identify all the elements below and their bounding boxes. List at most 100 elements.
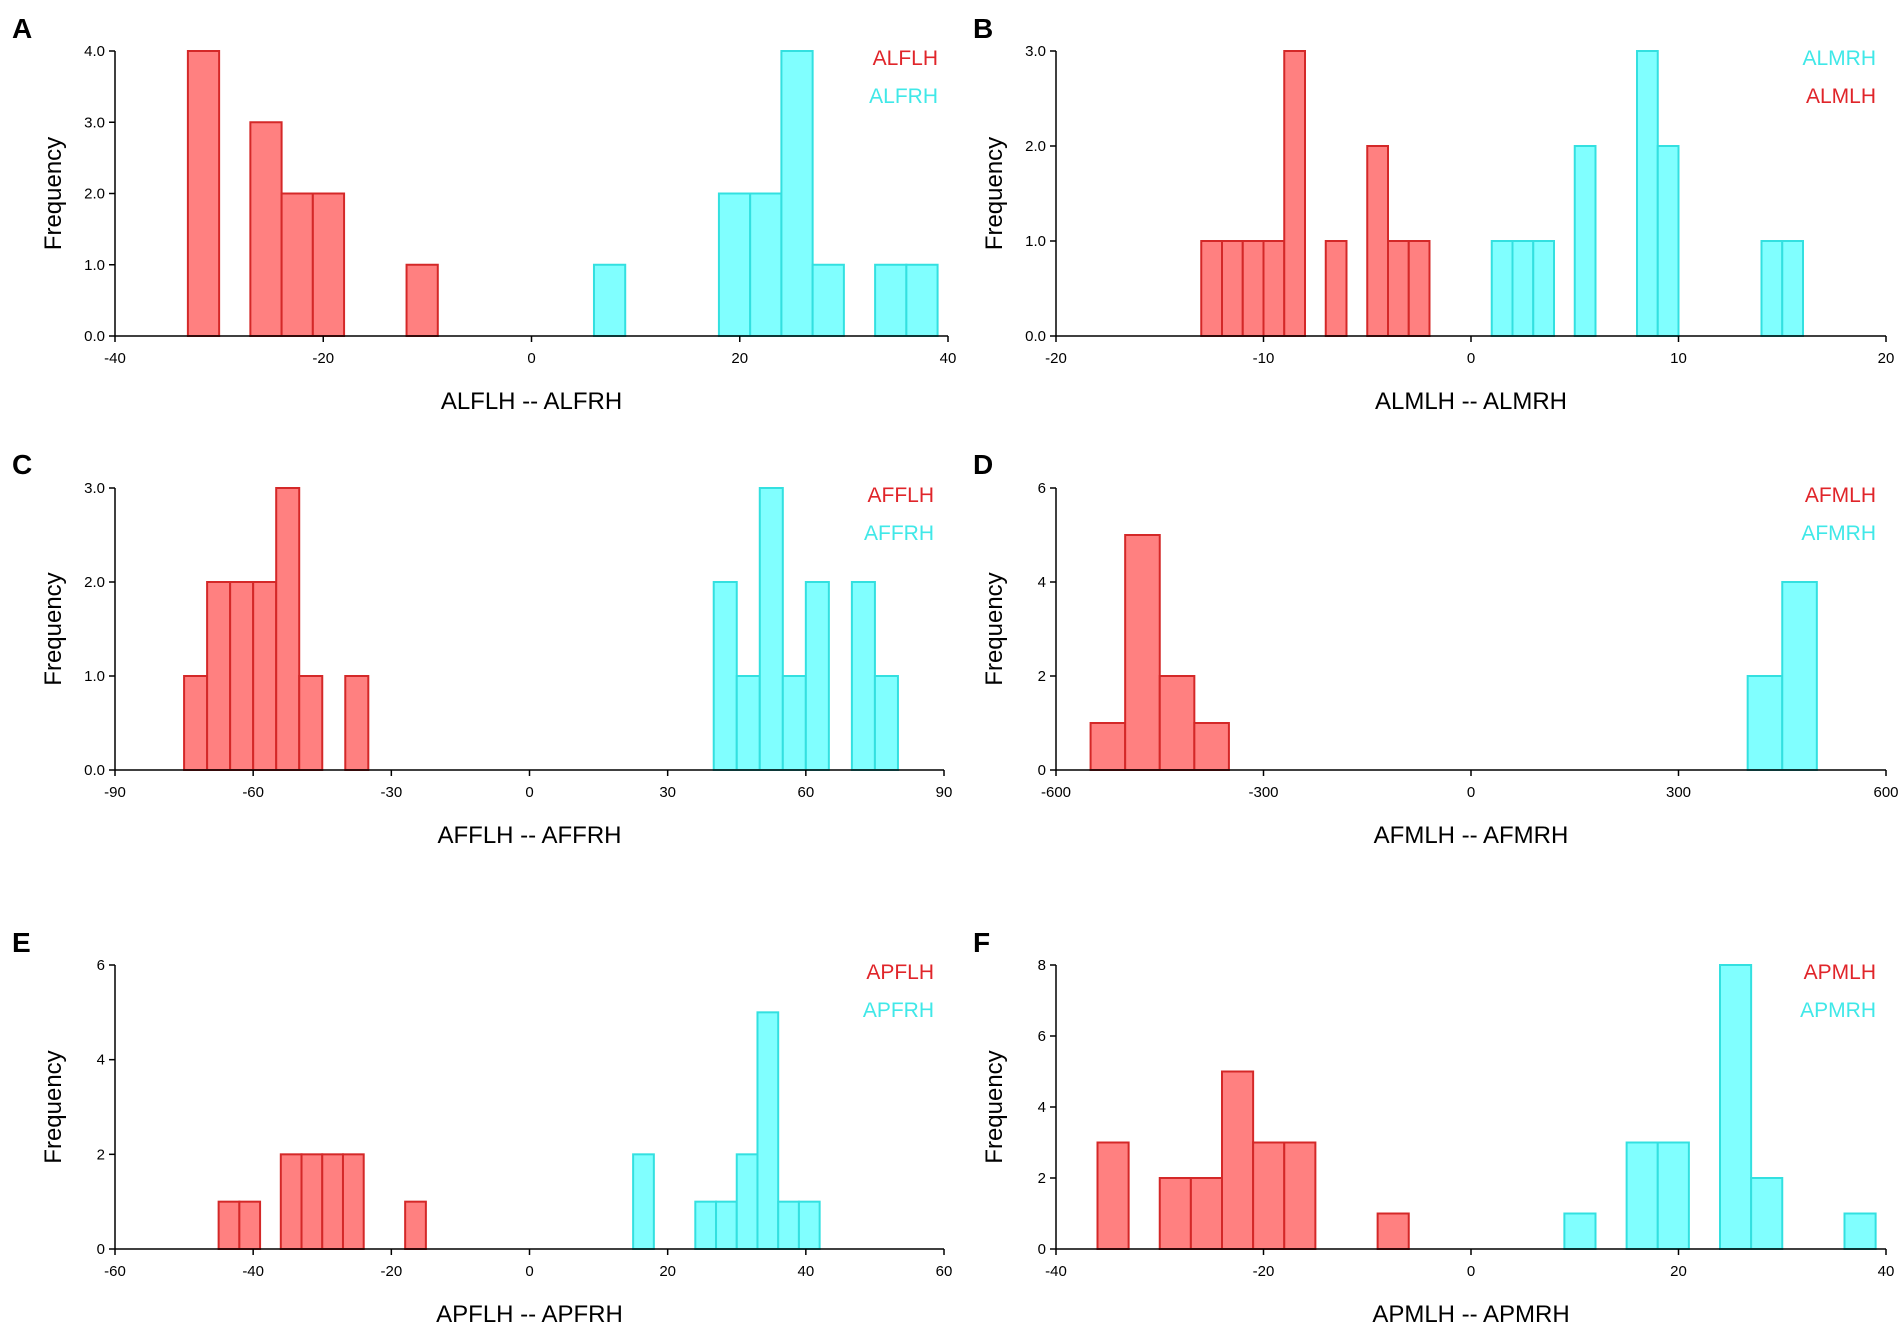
bar-almrh-0 <box>1490 240 1514 337</box>
bar-alfrh-3 <box>780 50 814 337</box>
bar-almrh-6 <box>1760 240 1784 337</box>
bar-apfrh-3 <box>735 1153 759 1251</box>
bar-apmrh-3 <box>1719 964 1753 1250</box>
bar-apflh-4 <box>321 1153 344 1251</box>
y-axis-title: Frequency <box>981 572 1008 685</box>
x-tick-label: -600 <box>1041 784 1071 801</box>
y-tick-label: 0.0 <box>1025 328 1046 345</box>
bar-apfrh-0 <box>632 1153 655 1251</box>
x-tick-label: -300 <box>1248 784 1278 801</box>
y-tick-label: 8 <box>1038 957 1046 974</box>
bar-affrh-2 <box>758 487 784 771</box>
bar-almrh-7 <box>1781 240 1804 337</box>
bar-afflh-3 <box>252 581 278 771</box>
bar-alfrh-4 <box>811 263 845 337</box>
legend-entry-afmlh: AFMLH <box>1805 484 1876 507</box>
bar-apmlh-4 <box>1252 1141 1286 1250</box>
panel-a: A -40 -20 0 20 40 0.0 1.0 2.0 3.0 4.0 ALFLH -- ALFR… <box>12 13 956 415</box>
x-tick-label: 30 <box>659 784 676 801</box>
bar-almlh-6 <box>1366 145 1389 337</box>
bar-apmlh-1 <box>1158 1177 1192 1250</box>
bar-almlh-3 <box>1262 240 1286 337</box>
bar-almlh-4 <box>1283 50 1306 337</box>
y-tick-label: 4.0 <box>84 43 105 60</box>
x-tick-label: 0 <box>527 350 535 367</box>
bar-apfrh-6 <box>797 1200 821 1250</box>
bar-apmrh-5 <box>1843 1212 1877 1250</box>
bar-apmlh-3 <box>1221 1070 1255 1250</box>
bar-apmrh-4 <box>1750 1177 1784 1250</box>
bar-afflh-0 <box>183 675 209 771</box>
bar-afflh-2 <box>229 581 255 771</box>
x-tick-label: 0 <box>525 784 533 801</box>
bar-apflh-1 <box>238 1200 262 1250</box>
bar-apflh-3 <box>300 1153 324 1251</box>
x-tick-label: 40 <box>1878 1263 1895 1280</box>
panel-letter: E <box>12 927 31 958</box>
x-axis-title: APFLH -- APFRH <box>436 1301 623 1325</box>
y-tick-label: 2 <box>97 1146 105 1163</box>
legend-entry-afmrh: AFMRH <box>1801 522 1876 545</box>
x-tick-label: 600 <box>1873 784 1898 801</box>
y-tick-label: 2 <box>1038 1170 1046 1187</box>
bar-almrh-1 <box>1511 240 1535 337</box>
panel-f: F -40 -20 0 20 40 0 2 4 6 8 APMLH -- APMRH Frequency… <box>973 927 1894 1325</box>
bar-almlh-8 <box>1407 240 1431 337</box>
bar-almlh-1 <box>1221 240 1244 337</box>
bar-almlh-2 <box>1241 240 1265 337</box>
y-tick-label: 0.0 <box>84 762 105 779</box>
panel-letter: F <box>973 927 990 958</box>
panel-b: B -20 -10 0 10 20 0.0 1.0 2.0 3.0 ALMLH -- ALMRH Fr… <box>973 13 1894 415</box>
x-tick-label: 10 <box>1670 350 1687 367</box>
bar-apmlh-2 <box>1189 1177 1223 1250</box>
bar-apfrh-2 <box>715 1200 738 1250</box>
bar-apflh-5 <box>341 1153 365 1251</box>
bar-afmlh-3 <box>1193 722 1230 771</box>
bar-alfrh-0 <box>592 263 627 337</box>
x-axis-title: AFFLH -- AFFRH <box>438 822 622 849</box>
y-tick-label: 6 <box>1038 480 1046 497</box>
bar-afmlh-2 <box>1158 675 1196 771</box>
panel-d: D -600 -300 0 300 600 0 2 4 6 AFMLH -- AFMRH Freque… <box>973 449 1899 849</box>
y-tick-label: 6 <box>1038 1028 1046 1045</box>
legend-entry-alflh: ALFLH <box>873 47 938 70</box>
y-tick-label: 2 <box>1038 668 1046 685</box>
x-tick-label: 0 <box>1467 1263 1475 1280</box>
bar-almlh-5 <box>1324 240 1348 337</box>
bar-alflh-3 <box>311 192 346 337</box>
bar-apmlh-5 <box>1283 1141 1317 1250</box>
panel-e: E -60 -40 -20 0 20 40 60 0 2 4 6 APFLH -- APFRH Frequ… <box>12 927 952 1325</box>
bar-almrh-4 <box>1636 50 1659 337</box>
bar-afflh-1 <box>206 581 232 771</box>
bar-apfrh-1 <box>694 1200 718 1250</box>
bar-alflh-0 <box>186 50 221 337</box>
panel-c: C -90 -60 -30 0 30 60 90 0.0 1.0 2.0 3.0 AFFLH -- AF… <box>12 449 952 849</box>
x-tick-label: -90 <box>104 784 126 801</box>
y-tick-label: 6 <box>97 957 105 974</box>
bar-alflh-1 <box>249 121 283 337</box>
y-tick-label: 4 <box>1038 1099 1046 1116</box>
legend-entry-apmlh: APMLH <box>1804 961 1876 984</box>
legend-entry-apfrh: APFRH <box>863 999 934 1022</box>
y-axis-title: Frequency <box>40 1050 67 1163</box>
y-tick-label: 0 <box>1038 762 1046 779</box>
bar-alflh-2 <box>280 192 314 337</box>
bar-affrh-0 <box>712 581 738 771</box>
bar-almrh-5 <box>1656 145 1680 337</box>
bar-alfrh-2 <box>749 192 783 337</box>
y-tick-label: 3.0 <box>1025 43 1046 60</box>
legend-entry-apmrh: APMRH <box>1800 999 1876 1022</box>
x-tick-label: 20 <box>1878 350 1895 367</box>
bar-apmlh-0 <box>1096 1141 1130 1250</box>
bar-afmlh-1 <box>1124 534 1161 771</box>
y-tick-label: 2.0 <box>84 186 105 203</box>
bar-apfrh-5 <box>777 1200 800 1250</box>
x-axis-title: ALMLH -- ALMRH <box>1375 388 1567 415</box>
y-tick-label: 3.0 <box>84 114 105 131</box>
panel-letter: C <box>12 449 32 480</box>
bar-afmrh-1 <box>1781 581 1818 771</box>
y-tick-label: 0 <box>97 1241 105 1258</box>
x-tick-label: -20 <box>312 350 334 367</box>
x-tick-label: -60 <box>104 1263 126 1280</box>
